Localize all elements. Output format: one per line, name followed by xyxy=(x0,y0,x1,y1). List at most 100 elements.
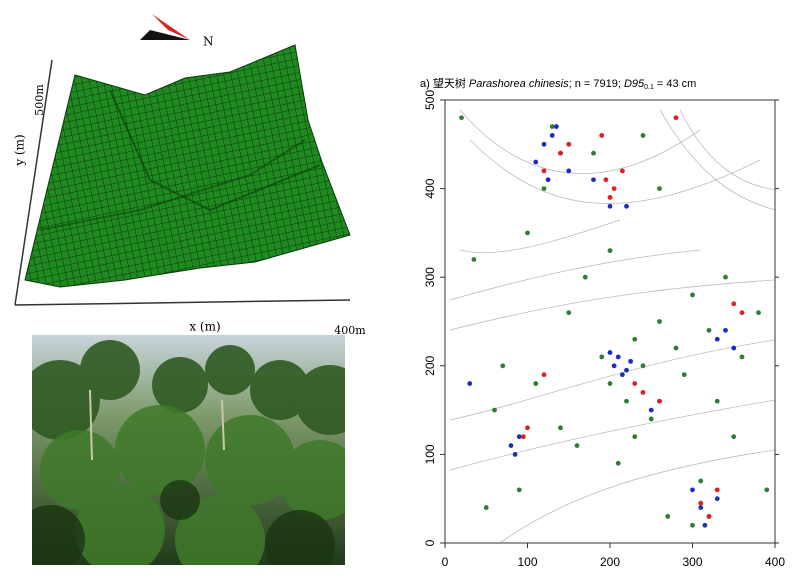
point xyxy=(525,425,530,430)
point xyxy=(542,372,547,377)
figure: N 500m y (m) x (m) 400m a) 望天树 Parashore… xyxy=(0,0,793,580)
point xyxy=(764,487,769,492)
point xyxy=(550,133,555,138)
point xyxy=(558,151,563,156)
point xyxy=(459,115,464,120)
point xyxy=(591,177,596,182)
point xyxy=(641,133,646,138)
point xyxy=(698,505,703,510)
x-tick-label: 300 xyxy=(682,555,702,569)
point xyxy=(612,186,617,191)
x-label: x (m) xyxy=(189,320,220,334)
point xyxy=(723,275,728,280)
scatter-chart: a) 望天树 Parashorea chinesis; n = 7919; D9… xyxy=(420,76,785,569)
point xyxy=(599,133,604,138)
point xyxy=(707,514,712,519)
point xyxy=(715,337,720,342)
title-part: ; n = 7919; xyxy=(569,78,624,90)
point xyxy=(533,381,538,386)
point xyxy=(616,461,621,466)
point xyxy=(492,408,497,413)
y-max-label: 500m xyxy=(33,84,46,116)
y-tick-label: 100 xyxy=(423,444,437,464)
point xyxy=(702,523,707,528)
point xyxy=(740,310,745,315)
point xyxy=(471,257,476,262)
y-tick-label: 400 xyxy=(423,178,437,198)
point xyxy=(620,168,625,173)
point xyxy=(599,355,604,360)
point xyxy=(566,168,571,173)
point xyxy=(657,399,662,404)
point xyxy=(682,372,687,377)
x-tick-label: 0 xyxy=(442,555,449,569)
point xyxy=(731,346,736,351)
point xyxy=(509,443,514,448)
point xyxy=(690,293,695,298)
point xyxy=(740,355,745,360)
point xyxy=(554,124,559,129)
y-tick-label: 500 xyxy=(423,90,437,110)
point xyxy=(521,434,526,439)
point xyxy=(616,355,621,360)
point xyxy=(674,346,679,351)
north-label: N xyxy=(203,35,214,49)
point xyxy=(542,186,547,191)
point xyxy=(546,177,551,182)
title-part: Parashorea chinesis xyxy=(469,78,569,90)
chart-title: a) 望天树 Parashorea chinesis; n = 7919; D9… xyxy=(420,76,696,91)
point xyxy=(620,372,625,377)
point xyxy=(632,337,637,342)
point xyxy=(525,231,530,236)
point xyxy=(632,434,637,439)
point xyxy=(715,399,720,404)
title-part: D95 xyxy=(624,78,645,90)
point xyxy=(566,142,571,147)
point xyxy=(566,310,571,315)
point xyxy=(731,434,736,439)
point xyxy=(624,204,629,209)
point xyxy=(484,505,489,510)
point xyxy=(608,195,613,200)
point xyxy=(715,496,720,501)
y-tick-label: 0 xyxy=(423,539,437,546)
point xyxy=(533,160,538,165)
y-label: y (m) xyxy=(13,134,27,166)
point xyxy=(558,425,563,430)
forest-photo xyxy=(15,335,365,580)
point xyxy=(723,328,728,333)
point xyxy=(542,168,547,173)
point xyxy=(690,523,695,528)
y-tick-label: 200 xyxy=(423,355,437,375)
x-tick-label: 100 xyxy=(517,555,537,569)
contours xyxy=(450,110,775,543)
point xyxy=(731,301,736,306)
point xyxy=(649,408,654,413)
point xyxy=(608,204,613,209)
x-tick-label: 400 xyxy=(765,555,785,569)
title-part: = 43 cm xyxy=(654,78,697,90)
point xyxy=(608,248,613,253)
point xyxy=(698,479,703,484)
point xyxy=(641,363,646,368)
point xyxy=(517,487,522,492)
point xyxy=(657,186,662,191)
point xyxy=(550,124,555,129)
x-tick-label: 200 xyxy=(600,555,620,569)
point xyxy=(517,434,522,439)
point xyxy=(690,487,695,492)
y-tick-label: 300 xyxy=(423,267,437,287)
point xyxy=(674,115,679,120)
point xyxy=(665,514,670,519)
title-part: a) 望天树 xyxy=(420,76,469,90)
point xyxy=(608,381,613,386)
point xyxy=(649,417,654,422)
point xyxy=(608,350,613,355)
point xyxy=(715,487,720,492)
point xyxy=(603,177,608,182)
point xyxy=(513,452,518,457)
terrain-3d: N 500m y (m) x (m) 400m xyxy=(13,14,367,337)
point xyxy=(542,142,547,147)
point xyxy=(583,275,588,280)
point xyxy=(698,501,703,506)
